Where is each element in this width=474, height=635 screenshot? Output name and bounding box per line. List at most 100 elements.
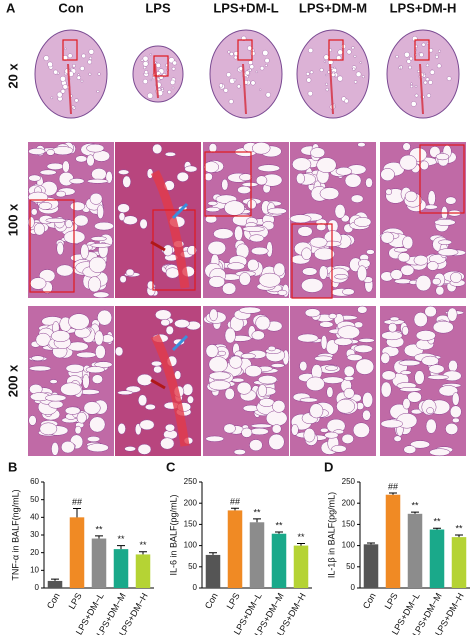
alveolus [297, 226, 313, 237]
airway [56, 91, 63, 98]
airway [169, 79, 176, 86]
airway [248, 60, 253, 65]
airway [419, 52, 424, 58]
y-tick-label: 30 [30, 530, 39, 539]
alveolus [414, 370, 425, 385]
alveolus [60, 382, 82, 396]
alveolus [250, 423, 273, 429]
airway [53, 69, 59, 75]
alveolus [415, 330, 436, 341]
alveolus [65, 364, 85, 373]
bar [91, 538, 107, 588]
y-tick-label: 200 [184, 498, 198, 507]
alveolus [51, 330, 71, 343]
alveolus [273, 262, 286, 277]
airway [247, 45, 253, 51]
airway [398, 66, 402, 70]
alveolus [68, 313, 90, 330]
airway [307, 91, 313, 97]
error-bar [209, 552, 217, 555]
hemorrhage [150, 169, 190, 289]
alveolus [86, 178, 109, 184]
alveolus [301, 278, 324, 293]
alveolus [95, 344, 106, 359]
roi-box [62, 39, 78, 61]
alveolus [427, 374, 449, 380]
alveolus [236, 381, 252, 395]
airway [352, 67, 356, 71]
alveolus [381, 370, 397, 381]
airway [144, 70, 149, 75]
arrow [150, 378, 166, 390]
airway [62, 84, 68, 90]
alveolus [56, 264, 74, 277]
alveolus [86, 435, 101, 443]
alveolus [249, 439, 263, 452]
alveolus [233, 449, 246, 456]
alveolus [224, 200, 245, 216]
airway [438, 49, 441, 53]
significance-mark: ## [230, 497, 240, 507]
airway [353, 80, 358, 84]
alveolus [310, 147, 326, 159]
alveolus [244, 365, 262, 378]
airway [331, 72, 336, 77]
y-tick-label: 250 [342, 477, 356, 486]
alveolus [224, 327, 236, 344]
alveolus [344, 173, 362, 188]
alveolus [45, 217, 66, 223]
error-bar [95, 535, 103, 539]
airway [172, 60, 178, 66]
alveolus [434, 218, 456, 226]
bar [227, 510, 243, 588]
x-tick-label: Con [45, 591, 62, 610]
airway [404, 51, 410, 58]
alveolus [407, 391, 422, 403]
airway [88, 49, 95, 55]
alveolus [452, 417, 460, 423]
airway [142, 55, 149, 62]
y-tick-label: 10 [30, 565, 39, 574]
alveolus [60, 440, 75, 454]
airway [346, 49, 352, 55]
bar [271, 533, 287, 588]
alveolus [251, 141, 271, 155]
alveolus [39, 422, 58, 436]
bar [135, 554, 151, 588]
airway [359, 61, 362, 64]
significance-mark: ** [275, 520, 283, 530]
airway [264, 64, 268, 67]
alveolus [249, 427, 269, 436]
alveolus [314, 247, 335, 261]
alveolus [91, 168, 107, 181]
alveolus [304, 308, 321, 318]
airway [233, 55, 238, 60]
alveolus [94, 330, 104, 346]
alveolus [247, 258, 259, 272]
y-tick-label: 200 [342, 498, 356, 507]
arrow [150, 240, 166, 252]
alveolus [250, 246, 269, 256]
panel-label: C [166, 459, 176, 474]
alveolus [205, 206, 221, 213]
airway [323, 60, 326, 63]
alveolus [114, 346, 124, 357]
alveolus [117, 390, 134, 395]
airway [426, 93, 431, 98]
alveolus [92, 291, 110, 298]
airway [408, 65, 412, 70]
airway [395, 55, 399, 59]
error-bar [455, 534, 463, 538]
alveolus [403, 445, 417, 454]
bar [113, 549, 129, 588]
alveolus [69, 178, 85, 185]
y-tick-label: 60 [30, 477, 39, 486]
alveolus [425, 418, 437, 434]
significance-mark: ## [388, 481, 398, 491]
arrow [171, 202, 189, 220]
airway [80, 79, 84, 83]
alveolus [89, 416, 106, 433]
column-header: LPS [145, 0, 171, 15]
significance-mark: ** [117, 534, 125, 544]
alveolus [319, 321, 334, 328]
